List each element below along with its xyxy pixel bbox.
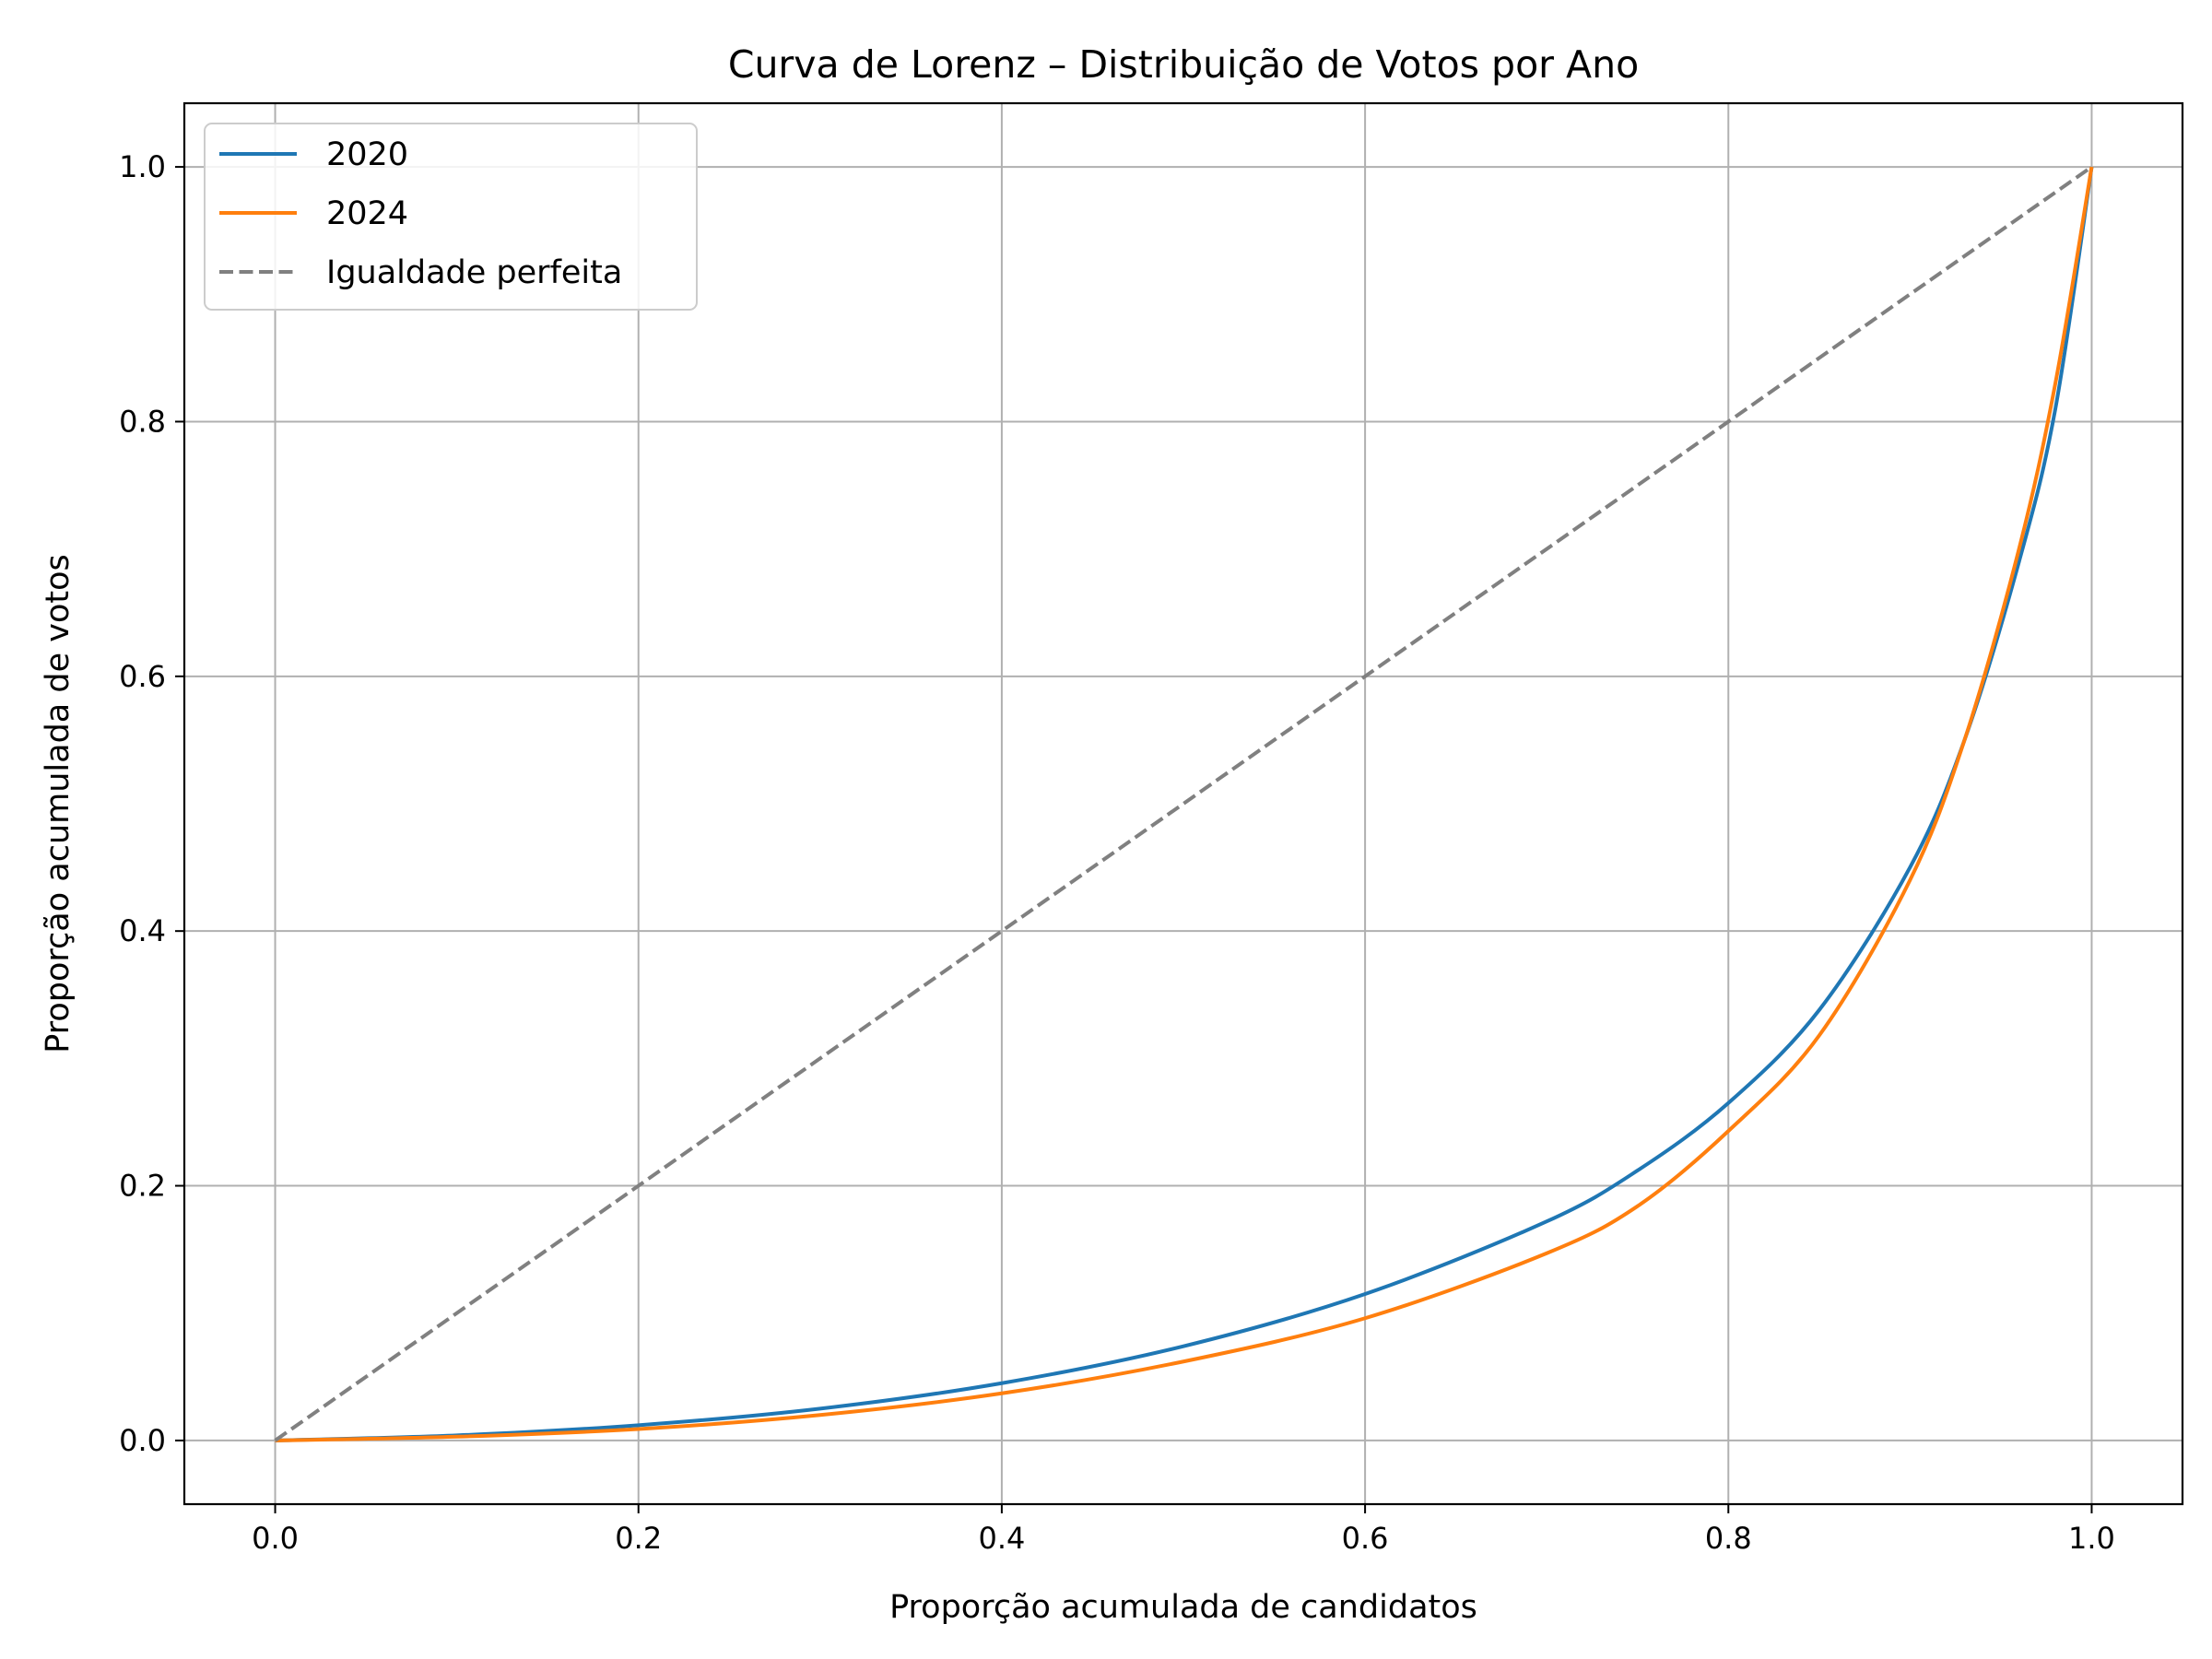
y-tick-label: 0.2 bbox=[119, 1169, 166, 1204]
y-tick-label: 0.6 bbox=[119, 659, 166, 694]
ticks: 0.0 0.2 0.4 0.6 0.8 1.0 0.0 0.2 0.4 0.6 0.8 1.0 bbox=[119, 149, 2115, 1556]
legend-label-2020: 2020 bbox=[326, 136, 408, 173]
y-tick-label: 0.8 bbox=[119, 404, 166, 439]
x-tick-label: 0.0 bbox=[252, 1521, 299, 1556]
x-axis-label: Proporção acumulada de candidatos bbox=[889, 1589, 1477, 1626]
y-tick-label: 0.4 bbox=[119, 913, 166, 948]
x-tick-label: 0.2 bbox=[615, 1521, 662, 1556]
legend-items: 2020 2024 Igualdade perfeita bbox=[219, 136, 622, 291]
y-tick-label: 1.0 bbox=[119, 149, 166, 184]
series-line-2020 bbox=[275, 166, 2094, 1442]
x-tick-label: 1.0 bbox=[2068, 1521, 2115, 1556]
grid bbox=[184, 103, 2183, 1504]
x-tick-label: 0.6 bbox=[1342, 1521, 1389, 1556]
y-axis-label: Proporção acumulada de votos bbox=[40, 554, 76, 1053]
plot-area-frame bbox=[182, 101, 2184, 1506]
series-lines bbox=[274, 165, 2094, 1442]
legend-label-igualdade-perfeita: Igualdade perfeita bbox=[326, 254, 622, 291]
series-line-igualdade-perfeita bbox=[274, 165, 2093, 1442]
legend-box bbox=[204, 123, 698, 311]
series-line-2024 bbox=[275, 166, 2094, 1442]
legend: 2020 2024 Igualdade perfeita bbox=[204, 123, 698, 311]
y-tick-label: 0.0 bbox=[119, 1423, 166, 1458]
chart-title: Curva de Lorenz – Distribuição de Votos … bbox=[728, 42, 1639, 87]
x-tick-label: 0.4 bbox=[978, 1521, 1025, 1556]
legend-label-2024: 2024 bbox=[326, 195, 408, 232]
x-tick-label: 0.8 bbox=[1705, 1521, 1752, 1556]
